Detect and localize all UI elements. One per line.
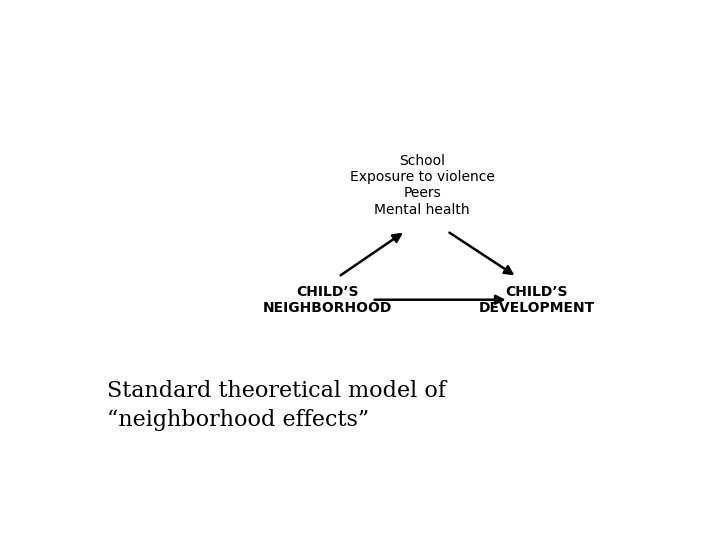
Text: School
Exposure to violence
Peers
Mental health: School Exposure to violence Peers Mental… bbox=[350, 154, 495, 217]
Text: Standard theoretical model of
“neighborhood effects”: Standard theoretical model of “neighborh… bbox=[107, 380, 446, 431]
Text: CHILD’S
NEIGHBORHOOD: CHILD’S NEIGHBORHOOD bbox=[263, 285, 392, 315]
Text: CHILD’S
DEVELOPMENT: CHILD’S DEVELOPMENT bbox=[478, 285, 595, 315]
